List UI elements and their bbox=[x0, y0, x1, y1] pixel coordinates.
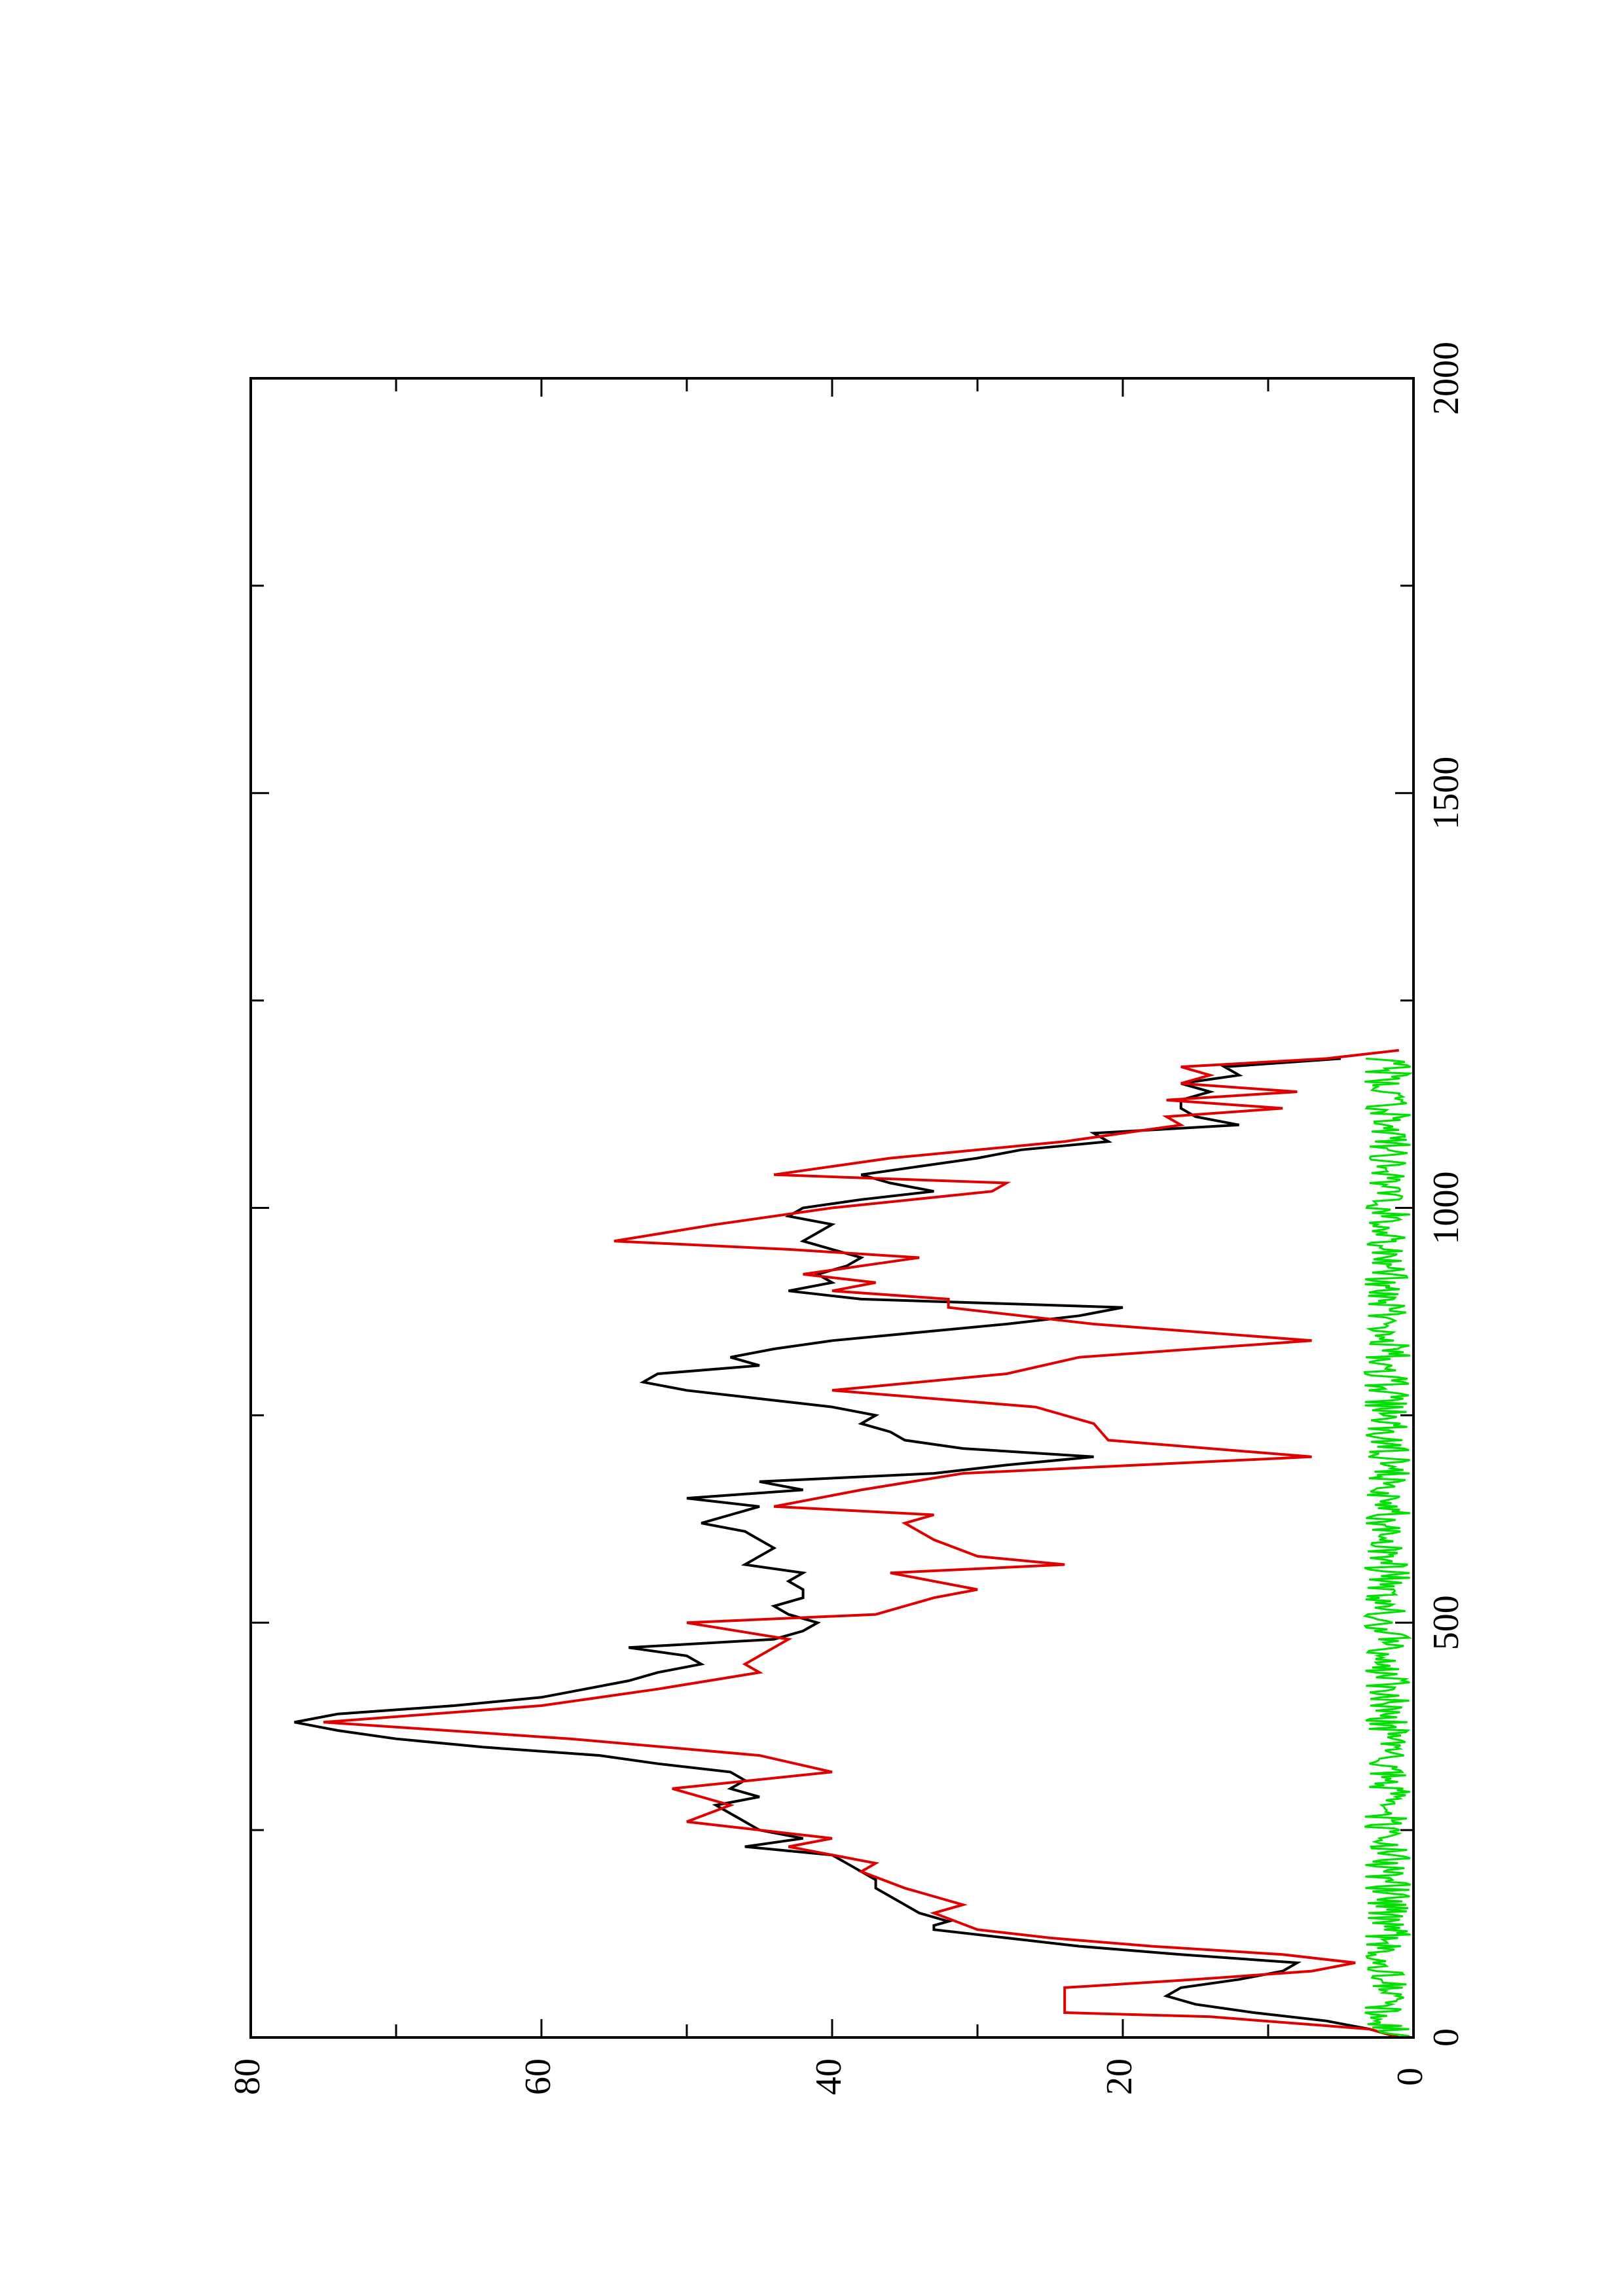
y-tick-label: 40 bbox=[809, 2058, 849, 2095]
series-line-3 bbox=[1362, 1057, 1413, 2039]
series-line-2 bbox=[323, 1049, 1400, 2039]
x-tick-labels: 0 500 1000 1500 2000 bbox=[1426, 342, 1467, 2047]
y-tick-label: 20 bbox=[1099, 2058, 1140, 2095]
y-tick-labels: 0 20 40 60 80 bbox=[227, 2058, 1431, 2095]
x-tick-label: 2000 bbox=[1426, 342, 1467, 415]
x-tick-label: 0 bbox=[1426, 2028, 1467, 2047]
y-tick-label: 0 bbox=[1390, 2068, 1431, 2086]
series-line-1 bbox=[294, 1057, 1400, 2039]
x-tick-label: 1000 bbox=[1426, 1172, 1467, 1245]
y-tick-label: 60 bbox=[518, 2058, 558, 2095]
tick-marks bbox=[249, 377, 1415, 2039]
x-tick-label: 1500 bbox=[1426, 757, 1467, 830]
plot-area bbox=[294, 1049, 1413, 2039]
x-tick-label: 500 bbox=[1426, 1595, 1467, 1650]
y-tick-label: 80 bbox=[227, 2058, 268, 2095]
